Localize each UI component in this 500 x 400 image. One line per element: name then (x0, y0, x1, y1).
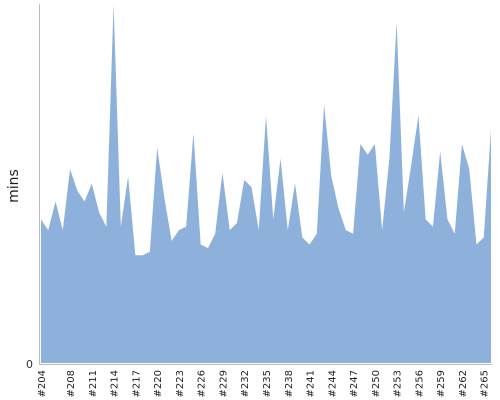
x-tick-label: #232 (240, 370, 251, 397)
x-tick-label: #253 (393, 370, 404, 397)
x-tick-label: #211 (88, 370, 99, 397)
x-tick-label: #238 (284, 370, 295, 397)
y-axis-label: mins (6, 169, 22, 203)
x-tick-label: #256 (414, 370, 425, 397)
x-tick-label: #214 (110, 370, 121, 397)
x-tick-label: #244 (327, 370, 338, 397)
y-tick-label-0: 0 (26, 358, 33, 371)
x-tick-label: #265 (480, 370, 491, 397)
x-tick-label: #229 (218, 370, 229, 397)
x-tick-label: #235 (262, 370, 273, 397)
area-series (41, 4, 491, 363)
x-tick-label: #223 (175, 370, 186, 397)
x-tick-label: #208 (66, 370, 77, 397)
x-tick-label: #204 (37, 370, 48, 397)
x-tick-label: #217 (131, 370, 142, 397)
area-fill (41, 4, 491, 363)
x-tick-label: #247 (349, 370, 360, 397)
x-tick-label: #241 (306, 370, 317, 397)
x-tick-label: #262 (458, 370, 469, 397)
x-tick-label: #220 (153, 370, 164, 397)
x-tick-labels: #204 #208 #211 #214 #217 #220 #223 #226 #229 #232… (37, 370, 491, 397)
x-tick-label: #226 (197, 370, 208, 397)
x-tick-label: #250 (371, 370, 382, 397)
x-tick-label: #259 (436, 370, 447, 397)
